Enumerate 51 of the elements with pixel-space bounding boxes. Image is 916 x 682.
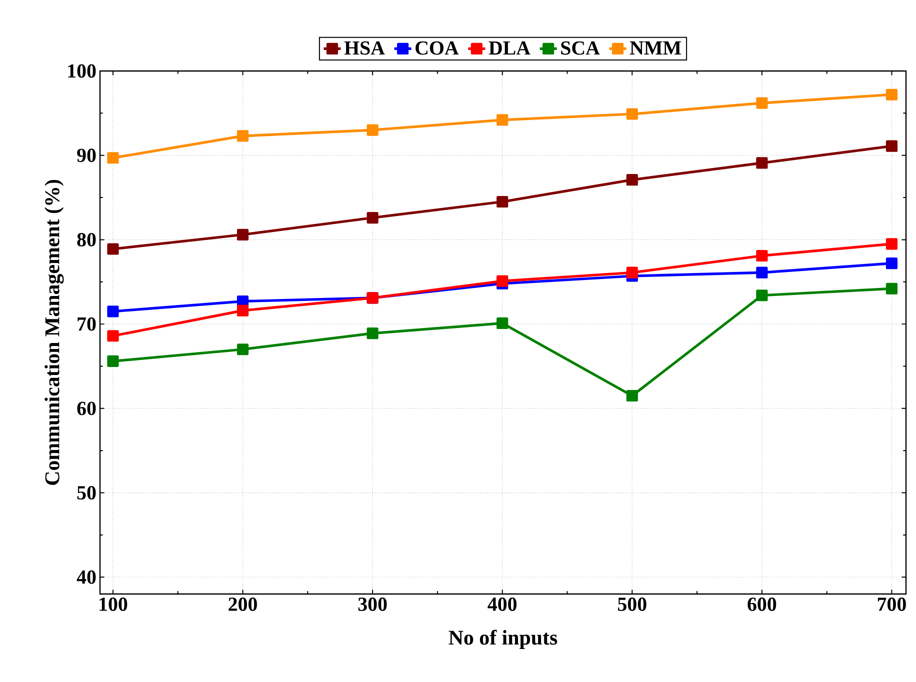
y-axis-title: Communication Management (%) <box>44 180 64 485</box>
x-tick-label: 300 <box>358 598 387 611</box>
point <box>236 304 249 316</box>
x-tick-label: 700 <box>878 598 906 611</box>
point <box>496 275 508 287</box>
point <box>886 282 898 294</box>
legend-label: HSA <box>344 41 385 55</box>
point <box>496 317 508 330</box>
point <box>496 196 508 208</box>
point <box>756 250 768 262</box>
point <box>236 228 249 240</box>
legend-label: DLA <box>488 41 530 55</box>
legend-label: COA <box>416 41 459 55</box>
point <box>107 243 119 255</box>
x-tick-label: 100 <box>100 598 128 611</box>
point <box>107 152 119 164</box>
x-tick-label: 400 <box>488 598 517 611</box>
y-tick-label: 60 <box>77 402 96 416</box>
y-tick-label: 40 <box>76 570 96 584</box>
point <box>756 266 768 278</box>
point <box>756 97 768 109</box>
point <box>626 390 638 402</box>
point <box>107 306 119 318</box>
point <box>366 328 378 340</box>
x-tick-label: 500 <box>618 598 646 611</box>
point <box>236 130 249 142</box>
point <box>107 355 119 367</box>
point <box>236 344 249 356</box>
point <box>626 266 638 278</box>
point <box>886 140 898 152</box>
legend-label: NMM <box>630 41 681 54</box>
point <box>366 212 378 224</box>
x-axis-title: No of inputs <box>448 630 558 649</box>
point <box>366 124 378 136</box>
point <box>756 290 768 302</box>
legend-label: SCA <box>561 41 600 55</box>
y-tick-label: 70 <box>78 317 96 331</box>
point <box>496 114 508 126</box>
point <box>886 88 898 100</box>
x-tick-label: 600 <box>748 598 776 611</box>
point <box>886 258 898 270</box>
point <box>626 174 638 186</box>
point <box>756 157 768 169</box>
y-tick-label: 90 <box>77 148 96 162</box>
y-tick-label: 50 <box>77 486 96 500</box>
y-tick-label: 100 <box>68 64 96 78</box>
point <box>107 330 119 342</box>
y-tick-label: 80 <box>77 232 96 246</box>
point <box>886 238 898 250</box>
point <box>626 108 638 120</box>
x-tick-label: 200 <box>228 598 257 611</box>
